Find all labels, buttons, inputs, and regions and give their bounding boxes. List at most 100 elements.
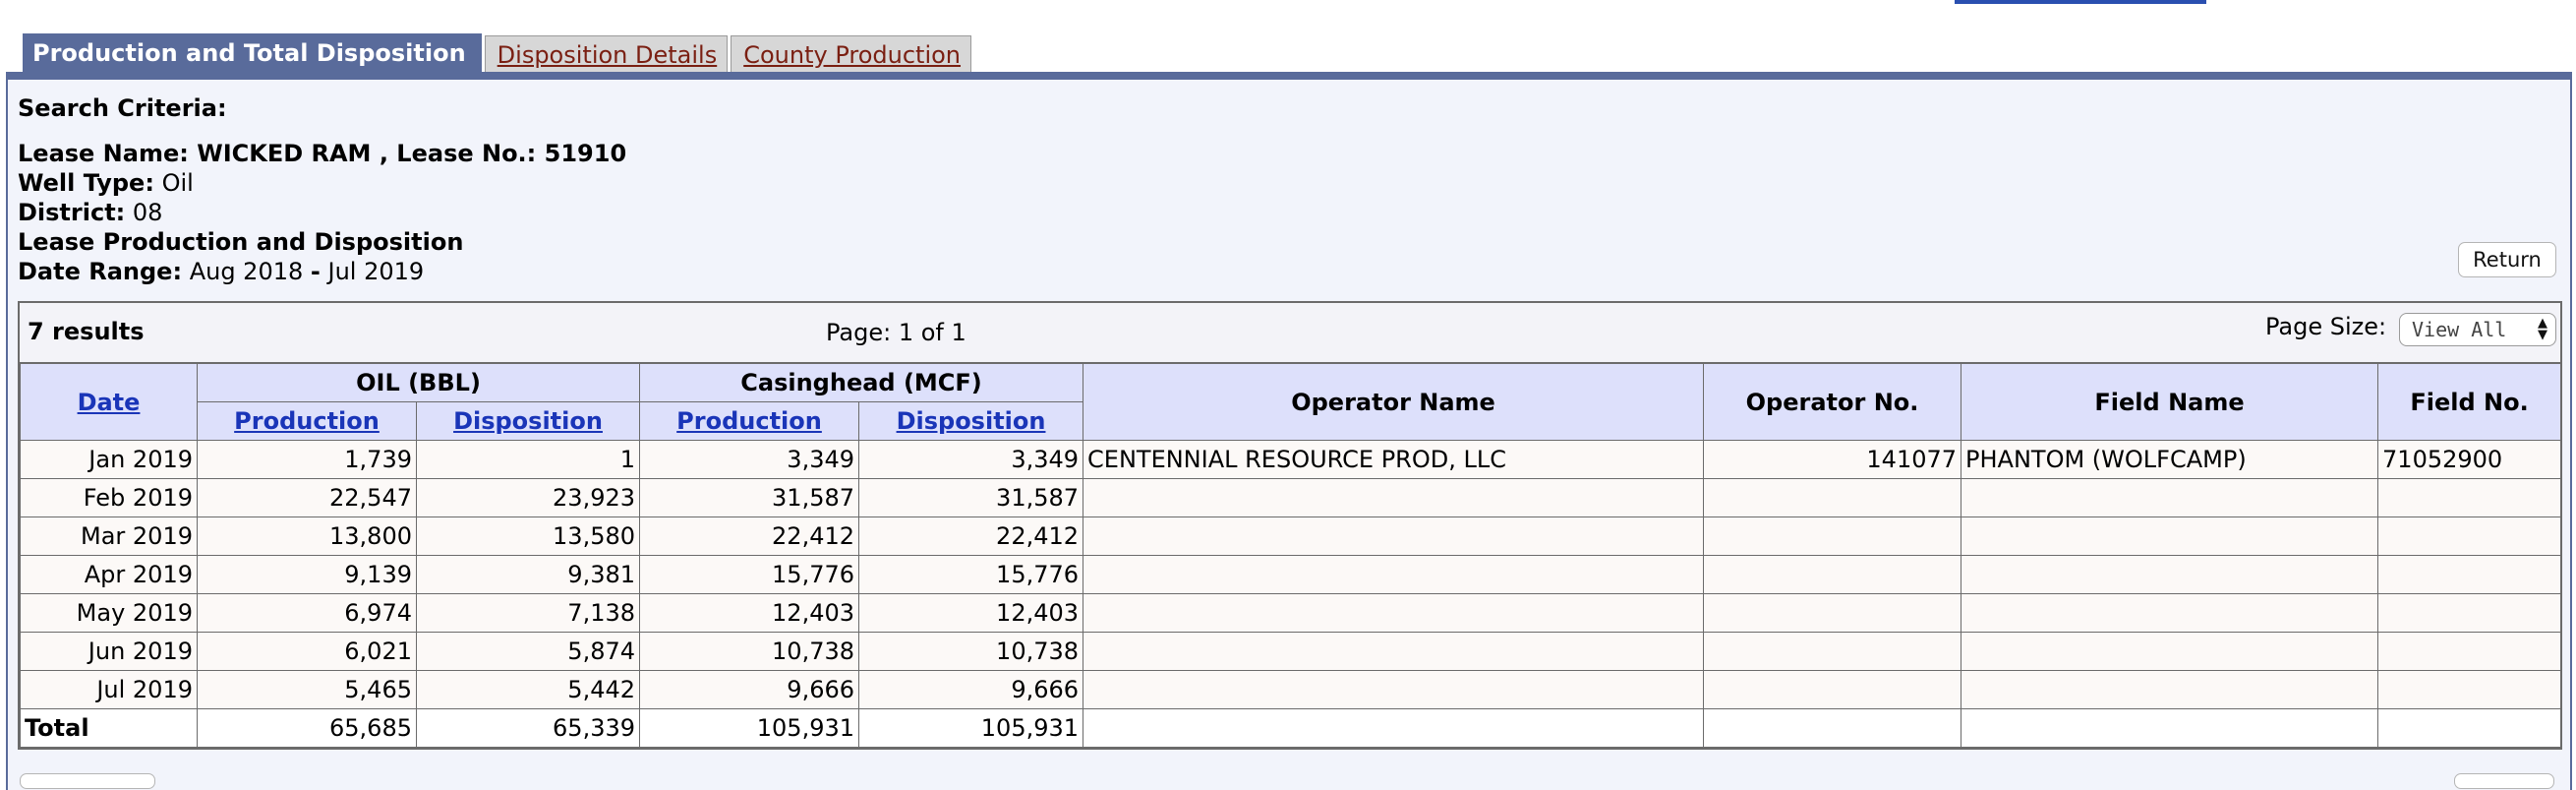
cell-oil-production: 6,974 — [197, 593, 417, 633]
tab-county-production[interactable]: County Production — [731, 35, 972, 73]
page-size-select[interactable]: View All ▲ ▼ — [2399, 313, 2556, 346]
top-link-fragment[interactable] — [1955, 0, 2206, 4]
header-operator-name: Operator Name — [1083, 363, 1705, 441]
cell-field-no — [2377, 593, 2562, 633]
cell-gas-production: 9,666 — [639, 670, 860, 709]
cell-field-name — [1961, 478, 2379, 517]
cell-gas-production: 3,349 — [639, 440, 860, 479]
header-oil-production: Production — [197, 401, 417, 441]
table-row: May 2019 6,974 7,138 12,403 12,403 — [20, 593, 2562, 633]
total-oil-disposition: 65,339 — [415, 708, 641, 748]
date-range-line: Date Range: Aug 2018 - Jul 2019 — [18, 257, 626, 286]
cell-field-name — [1961, 670, 2379, 709]
cell-gas-disposition: 15,776 — [858, 555, 1084, 594]
tab-disposition-details[interactable]: Disposition Details — [484, 35, 729, 73]
cell-field-name — [1961, 593, 2379, 633]
cell-oil-production: 1,739 — [197, 440, 417, 479]
cell-operator-name: CENTENNIAL RESOURCE PROD, LLC — [1083, 440, 1705, 479]
cell-field-name: PHANTOM (WOLFCAMP) — [1961, 440, 2379, 479]
cell-gas-production: 15,776 — [639, 555, 860, 594]
bottom-button-fragment-left[interactable] — [20, 773, 155, 789]
cell-field-no — [2377, 555, 2562, 594]
total-blank-field-name — [1961, 708, 2379, 748]
table-row: Feb 2019 22,547 23,923 31,587 31,587 — [20, 478, 2562, 517]
sort-date-link[interactable]: Date — [77, 388, 141, 416]
cell-gas-disposition: 9,666 — [858, 670, 1084, 709]
bottom-button-fragment-right[interactable] — [2454, 773, 2554, 789]
well-type-label: Well Type: — [18, 169, 154, 197]
header-operator-no: Operator No. — [1703, 363, 1962, 441]
table-row: Jan 2019 1,739 1 3,349 3,349 CENTENNIAL … — [20, 440, 2562, 479]
tab-production-total-disposition[interactable]: Production and Total Disposition — [23, 33, 482, 73]
table-row: Apr 2019 9,139 9,381 15,776 15,776 — [20, 555, 2562, 594]
cell-oil-disposition: 1 — [415, 440, 641, 479]
cell-oil-disposition: 5,874 — [415, 632, 641, 671]
header-field-no: Field No. — [2377, 363, 2562, 441]
cell-oil-production: 5,465 — [197, 670, 417, 709]
search-criteria: Search Criteria: Lease Name: WICKED RAM … — [18, 93, 626, 286]
table-row: Jun 2019 6,021 5,874 10,738 10,738 — [20, 632, 2562, 671]
report-type-label: Lease Production and Disposition — [18, 228, 464, 256]
page-size-label: Page Size: — [2265, 313, 2387, 340]
cell-field-no: 71052900 — [2377, 440, 2562, 479]
sort-gas-production-link[interactable]: Production — [676, 407, 822, 435]
header-date: Date — [20, 363, 198, 441]
date-range-label: Date Range: — [18, 258, 183, 285]
total-blank-operator-name — [1083, 708, 1705, 748]
results-panel: Search Criteria: Lease Name: WICKED RAM … — [6, 72, 2572, 790]
cell-operator-no — [1703, 517, 1962, 556]
cell-operator-name — [1083, 593, 1705, 633]
cell-operator-no — [1703, 593, 1962, 633]
cell-date: Jan 2019 — [20, 440, 198, 479]
district-label: District: — [18, 199, 126, 226]
header-oil-disposition: Disposition — [415, 401, 641, 441]
cell-date: Feb 2019 — [20, 478, 198, 517]
cell-date: May 2019 — [20, 593, 198, 633]
page-info: Page: 1 of 1 — [826, 319, 966, 346]
cell-operator-name — [1083, 517, 1705, 556]
cell-field-no — [2377, 632, 2562, 671]
lease-name-value: WICKED RAM — [197, 140, 372, 167]
header-casinghead-group: Casinghead (MCF) — [639, 363, 1084, 402]
table-row: Mar 2019 13,800 13,580 22,412 22,412 — [20, 517, 2562, 556]
total-gas-production: 105,931 — [639, 708, 860, 748]
cell-oil-production: 9,139 — [197, 555, 417, 594]
cell-oil-disposition: 7,138 — [415, 593, 641, 633]
total-blank-field-no — [2377, 708, 2562, 748]
return-button[interactable]: Return — [2458, 242, 2556, 277]
results-bar: 7 results Page: 1 of 1 Page Size: View A… — [20, 303, 2560, 363]
production-table: Date OIL (BBL) Casinghead (MCF) Operator… — [20, 363, 2562, 748]
cell-operator-no — [1703, 632, 1962, 671]
select-arrows-icon: ▲ ▼ — [2538, 316, 2547, 342]
header-field-name: Field Name — [1961, 363, 2379, 441]
header-oil-group: OIL (BBL) — [196, 363, 641, 402]
cell-operator-name — [1083, 478, 1705, 517]
cell-gas-production: 22,412 — [639, 517, 860, 556]
cell-field-name — [1961, 555, 2379, 594]
table-row: Jul 2019 5,465 5,442 9,666 9,666 — [20, 670, 2562, 709]
cell-oil-production: 13,800 — [197, 517, 417, 556]
header-gas-production: Production — [639, 401, 860, 441]
cell-date: Apr 2019 — [20, 555, 198, 594]
lease-name-line: Lease Name: WICKED RAM , Lease No.: 5191… — [18, 140, 627, 167]
date-range-start: Aug 2018 — [189, 258, 304, 285]
sort-gas-disposition-link[interactable]: Disposition — [896, 407, 1046, 435]
header-gas-disposition: Disposition — [858, 401, 1084, 441]
cell-operator-no — [1703, 670, 1962, 709]
lease-name-label: Lease Name: — [18, 140, 189, 167]
cell-gas-disposition: 10,738 — [858, 632, 1084, 671]
well-type-value: Oil — [161, 169, 194, 197]
cell-operator-no: 141077 — [1703, 440, 1962, 479]
sort-oil-disposition-link[interactable]: Disposition — [453, 407, 603, 435]
cell-field-name — [1961, 632, 2379, 671]
sort-oil-production-link[interactable]: Production — [234, 407, 380, 435]
cell-operator-no — [1703, 478, 1962, 517]
cell-field-no — [2377, 478, 2562, 517]
cell-field-no — [2377, 670, 2562, 709]
district-value: 08 — [132, 199, 163, 226]
cell-date: Mar 2019 — [20, 517, 198, 556]
cell-oil-disposition: 13,580 — [415, 517, 641, 556]
cell-field-no — [2377, 517, 2562, 556]
date-range-separator: - — [310, 258, 321, 285]
cell-gas-disposition: 3,349 — [858, 440, 1084, 479]
